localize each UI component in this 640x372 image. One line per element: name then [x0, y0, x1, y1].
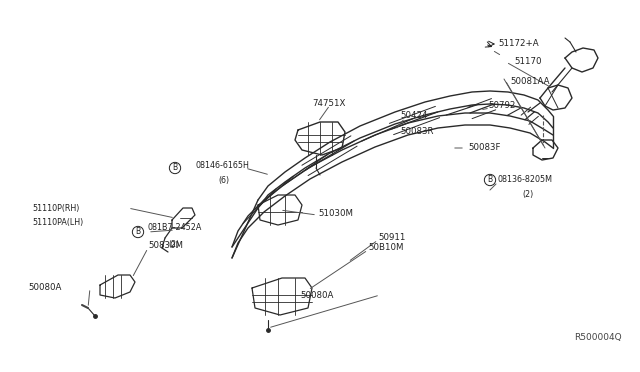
Text: 50792: 50792 — [488, 102, 515, 110]
Text: 74751X: 74751X — [312, 99, 346, 109]
Text: B: B — [488, 176, 493, 185]
Text: 50B10M: 50B10M — [368, 244, 403, 253]
Text: 50424: 50424 — [400, 112, 428, 121]
Text: (2): (2) — [168, 240, 179, 248]
Text: 51170: 51170 — [514, 58, 541, 67]
Text: 51110PA(LH): 51110PA(LH) — [32, 218, 83, 227]
Text: 51030M: 51030M — [318, 208, 353, 218]
Text: (6): (6) — [218, 176, 229, 185]
Text: 51172+A: 51172+A — [498, 39, 539, 48]
Text: 50080A: 50080A — [28, 283, 61, 292]
Text: 50080A: 50080A — [300, 292, 333, 301]
Text: 081B7-2452A: 081B7-2452A — [148, 224, 202, 232]
Text: 50083F: 50083F — [468, 144, 500, 153]
Text: 50083R: 50083R — [400, 128, 433, 137]
Text: (2): (2) — [522, 190, 533, 199]
Text: 08146-6165H: 08146-6165H — [195, 161, 249, 170]
Text: B: B — [172, 164, 177, 173]
Text: R500004Q: R500004Q — [574, 333, 622, 342]
Text: 50081AA: 50081AA — [510, 77, 550, 87]
Text: B: B — [136, 228, 141, 237]
Text: 50911: 50911 — [378, 234, 405, 243]
Text: 08136-8205M: 08136-8205M — [498, 176, 553, 185]
Text: 51110P(RH): 51110P(RH) — [32, 203, 79, 212]
Text: 50830M: 50830M — [148, 241, 183, 250]
